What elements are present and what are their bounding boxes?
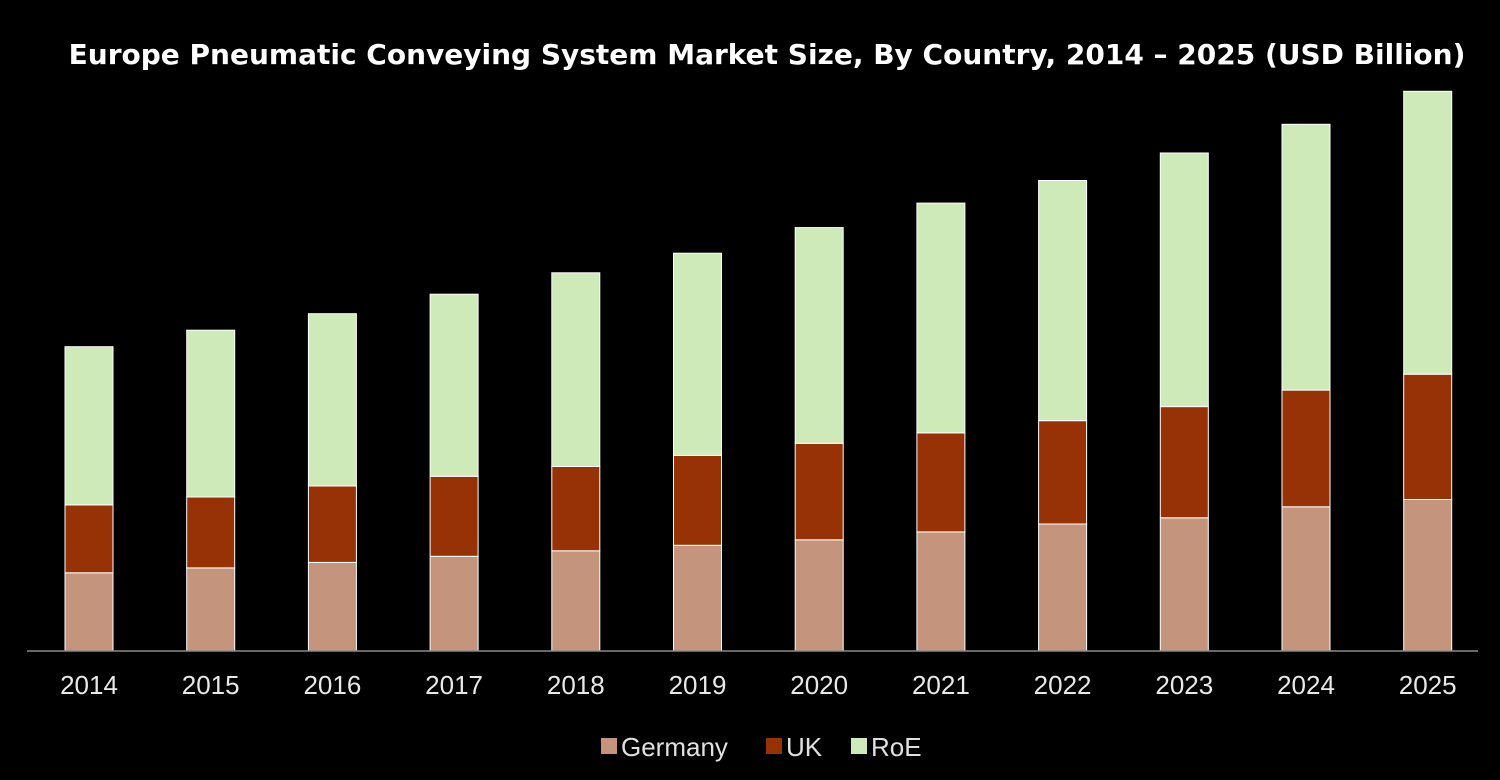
bar-segment-roe-2016 xyxy=(307,313,357,487)
bar-segment-germany-2025 xyxy=(1403,499,1453,652)
bar-segment-uk-2018 xyxy=(551,466,601,552)
bar-segment-germany-2016 xyxy=(307,561,357,652)
bars-layer xyxy=(64,90,1453,652)
bar-segment-roe-2021 xyxy=(916,202,966,434)
x-tick-label: 2019 xyxy=(669,670,727,700)
x-tick-label: 2014 xyxy=(60,670,118,700)
bar-segment-uk-2015 xyxy=(186,496,236,569)
legend: Germany UK RoE xyxy=(601,732,922,762)
bar-segment-roe-2018 xyxy=(551,272,601,467)
x-tick-labels: 2014 2015 2016 2017 2018 2019 2020 2021 2022 2023… xyxy=(60,670,1457,700)
bar-segment-germany-2015 xyxy=(186,567,236,652)
bar-segment-roe-2025 xyxy=(1403,90,1453,375)
bar-segment-uk-2025 xyxy=(1403,373,1453,501)
legend-label-roe: RoE xyxy=(871,732,922,762)
x-tick-label: 2015 xyxy=(182,670,240,700)
chart-title: Europe Pneumatic Conveying System Market… xyxy=(69,38,1466,71)
legend-label-germany: Germany xyxy=(621,732,728,762)
x-tick-label: 2024 xyxy=(1277,670,1335,700)
bar-segment-germany-2018 xyxy=(551,550,601,652)
legend-swatch-uk xyxy=(766,738,782,754)
bar-segment-uk-2021 xyxy=(916,432,966,533)
x-tick-label: 2017 xyxy=(425,670,483,700)
x-tick-label: 2018 xyxy=(547,670,605,700)
bar-segment-uk-2014 xyxy=(64,504,114,574)
bar-segment-uk-2023 xyxy=(1159,406,1209,519)
x-tick-label: 2020 xyxy=(790,670,848,700)
x-tick-label: 2023 xyxy=(1155,670,1213,700)
x-tick-label: 2016 xyxy=(303,670,361,700)
bar-segment-roe-2015 xyxy=(186,329,236,498)
bar-segment-uk-2017 xyxy=(429,475,479,557)
bar-segment-germany-2019 xyxy=(673,544,722,652)
bar-segment-roe-2014 xyxy=(64,346,114,506)
bar-segment-germany-2017 xyxy=(429,555,479,652)
x-tick-label: 2021 xyxy=(912,670,970,700)
bar-segment-germany-2020 xyxy=(794,539,844,652)
bar-segment-germany-2024 xyxy=(1281,506,1331,652)
bar-segment-germany-2021 xyxy=(916,531,966,652)
legend-swatch-germany xyxy=(601,738,617,754)
legend-label-uk: UK xyxy=(786,732,823,762)
bar-segment-roe-2024 xyxy=(1281,123,1331,391)
x-tick-label: 2025 xyxy=(1399,670,1457,700)
bar-segment-germany-2023 xyxy=(1159,517,1209,652)
bar-segment-germany-2014 xyxy=(64,572,114,652)
bar-segment-roe-2022 xyxy=(1038,180,1088,422)
bar-segment-uk-2016 xyxy=(307,485,357,563)
bar-segment-roe-2019 xyxy=(673,252,722,456)
bar-segment-roe-2020 xyxy=(794,227,844,444)
bar-segment-uk-2019 xyxy=(673,455,722,546)
bar-segment-roe-2017 xyxy=(429,293,479,477)
bar-segment-roe-2023 xyxy=(1159,152,1209,408)
bar-segment-uk-2022 xyxy=(1038,420,1088,525)
bar-segment-uk-2020 xyxy=(794,442,844,541)
legend-swatch-roe xyxy=(851,738,867,754)
bar-segment-germany-2022 xyxy=(1038,523,1088,652)
bar-segment-uk-2024 xyxy=(1281,389,1331,508)
x-tick-label: 2022 xyxy=(1034,670,1092,700)
